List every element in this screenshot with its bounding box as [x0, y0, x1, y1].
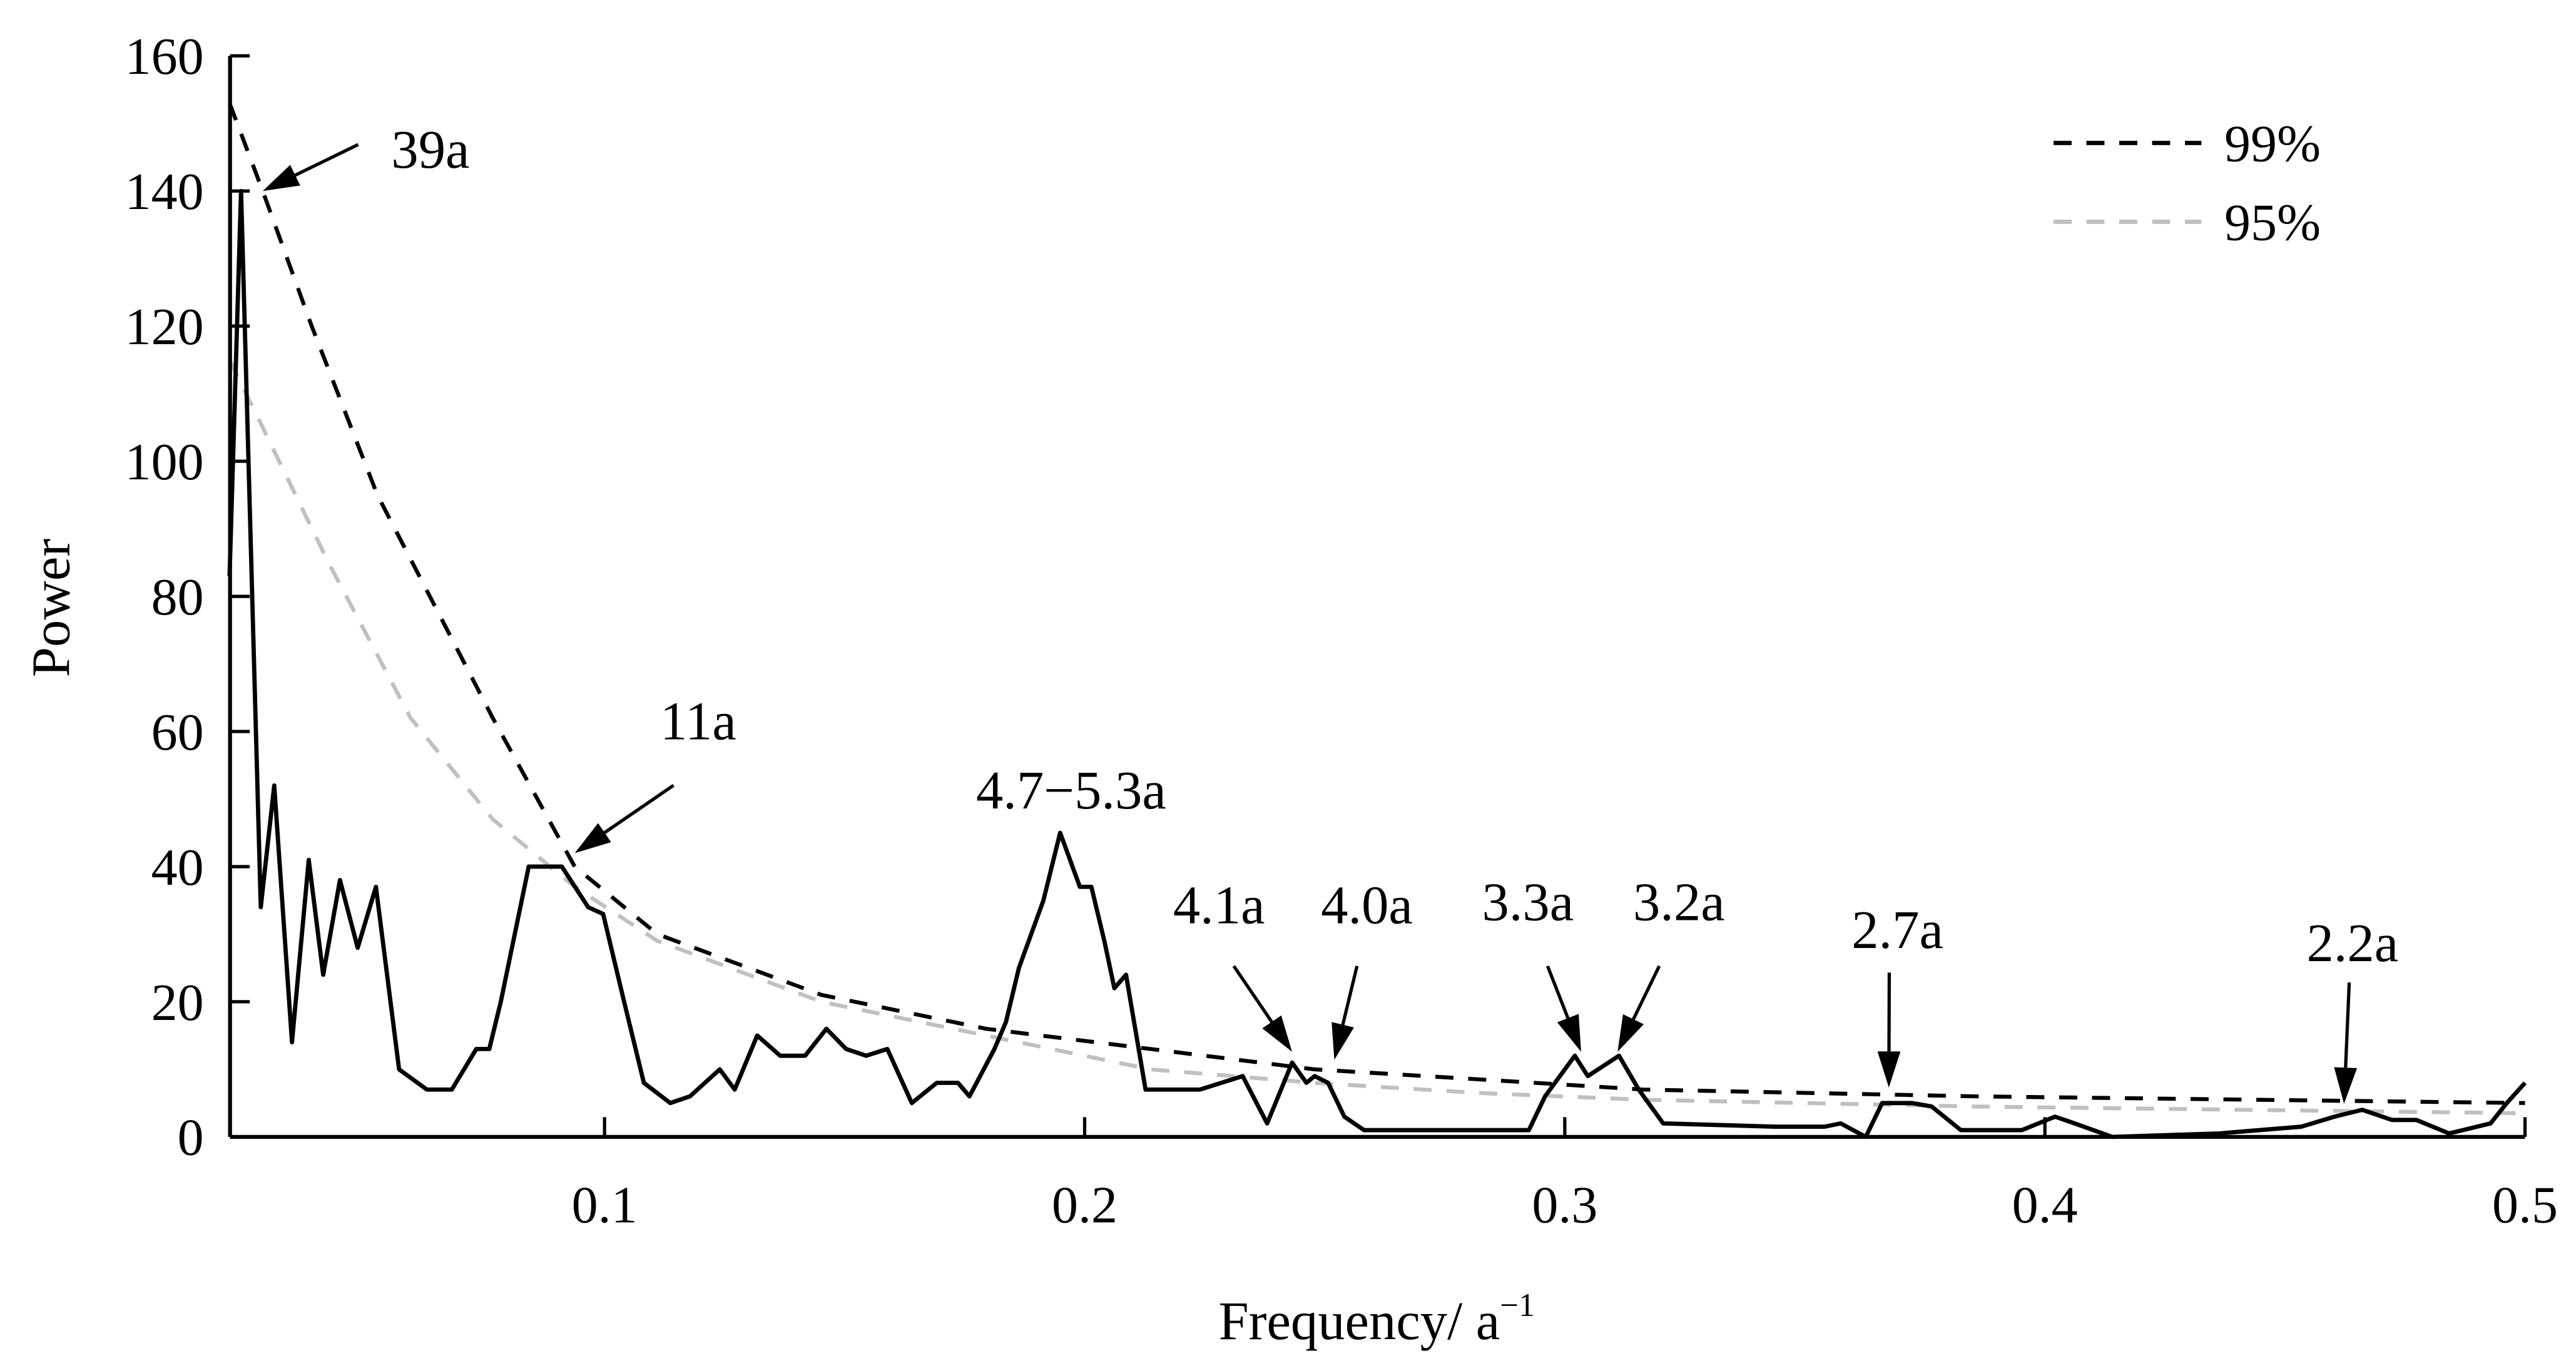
y-tick-label: 20 [151, 974, 204, 1032]
x-tick-label: 0.4 [2012, 1176, 2078, 1234]
annotation: 3.2a [1617, 872, 1725, 1052]
x-tick-label: 0.3 [1532, 1176, 1597, 1234]
y-tick-label: 60 [151, 703, 204, 762]
axes: 0 20 40 60 80 100 120 140 160 0.1 0.2 0.3 0.4 0.5 [125, 28, 2558, 1234]
x-axis-label-text: Frequency/ a [1218, 1291, 1500, 1351]
y-tick-label: 120 [125, 298, 204, 356]
annotation-arrow-head [2334, 1067, 2358, 1104]
y-tick-label: 140 [125, 163, 204, 221]
annotation-arrow-shaft [603, 783, 675, 834]
annotation-label: 4.7−5.3a [976, 760, 1166, 820]
legend-95: 95% [2053, 193, 2321, 252]
annotation-label: 4.0a [1321, 875, 1413, 935]
annotation-arrow-shaft [1632, 965, 1661, 1021]
annotation-arrow-shaft [1341, 966, 1359, 1026]
x-tick-label: 0.2 [1052, 1176, 1117, 1234]
legend-label: 99% [2224, 115, 2321, 173]
confidence-99-line [227, 102, 2525, 1105]
x-tick-label: 0.1 [572, 1176, 638, 1234]
series-layer [227, 102, 2527, 1139]
y-tick-label: 80 [151, 568, 204, 626]
annotation-arrow-head [574, 823, 611, 854]
y-tick-label: 40 [151, 838, 204, 897]
annotation-arrow-head [1331, 1022, 1354, 1060]
annotation-arrow-head [1557, 1014, 1581, 1052]
spectrum-line [227, 188, 2527, 1139]
annotation-arrow-head [1617, 1014, 1644, 1052]
x-tick-label: 0.5 [2492, 1176, 2558, 1234]
annotation: 4.7−5.3a [976, 760, 1166, 820]
annotation: 3.3a [1482, 872, 1581, 1052]
annotation-label: 2.2a [2306, 913, 2398, 973]
annotation-arrow-head [1262, 1015, 1293, 1052]
annotation-label: 3.3a [1482, 872, 1574, 932]
annotation-label: 11a [660, 691, 736, 751]
annotation-label: 39a [391, 120, 469, 180]
annotation: 2.2a [2306, 913, 2398, 1104]
annotation: 4.0a [1321, 875, 1413, 1060]
confidence-95-line [228, 359, 2525, 1116]
legend: 99%95% [2053, 115, 2321, 252]
x-axis-label: Frequency/ a−1 [1218, 1287, 1535, 1351]
y-tick-label: 0 [178, 1109, 204, 1167]
annotation: 11a [574, 691, 736, 854]
annotation: 2.7a [1851, 900, 1943, 1088]
annotations: 39a 11a 4.7−5.3a4.1a 4.0a 3.3a 3.2a 2.7a 2.2a [262, 120, 2398, 1104]
annotation: 39a [262, 120, 470, 191]
annotation-arrow-shaft [294, 143, 359, 177]
annotation-label: 2.7a [1851, 900, 1943, 960]
annotation: 4.1a [1173, 875, 1293, 1052]
annotation-arrow-head [1877, 1051, 1901, 1088]
annotation-arrow-head [262, 165, 300, 191]
annotation-arrow-shaft [1545, 965, 1570, 1019]
legend-label: 95% [2224, 193, 2321, 252]
annotation-arrow-shaft [2344, 982, 2351, 1068]
y-tick-label: 100 [125, 433, 204, 491]
annotation-label: 4.1a [1173, 875, 1265, 935]
x-axis-label-superscript: −1 [1500, 1287, 1535, 1323]
annotation-arrow-shaft [1232, 965, 1273, 1023]
y-axis-label: Power [21, 539, 81, 677]
legend-99: 99% [2053, 115, 2321, 173]
annotation-label: 3.2a [1633, 872, 1725, 932]
y-tick-label: 160 [125, 28, 204, 86]
